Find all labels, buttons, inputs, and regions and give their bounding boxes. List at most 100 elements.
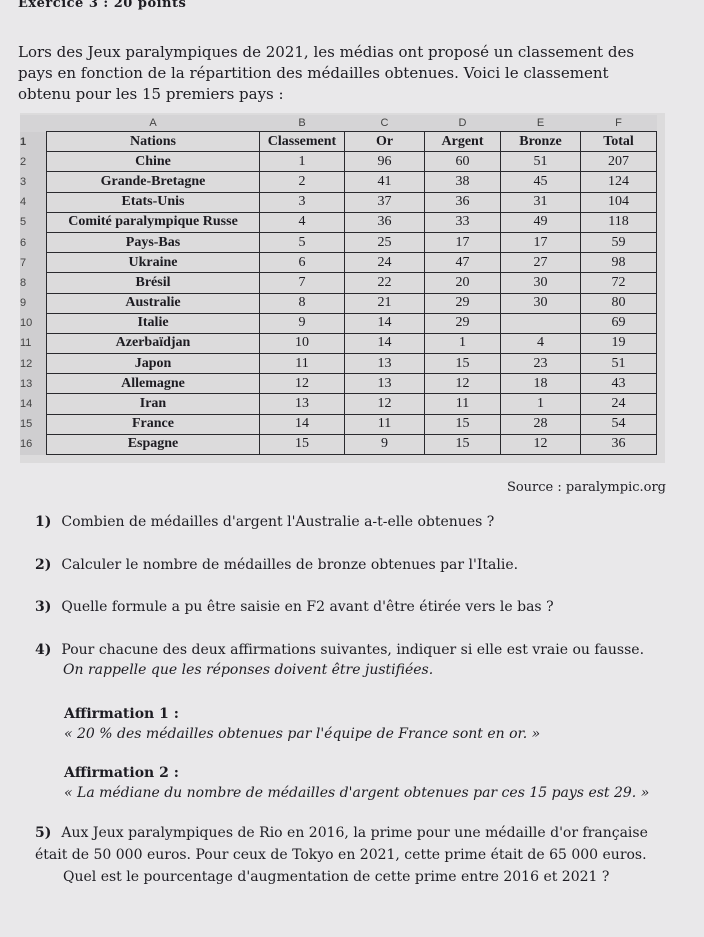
table-cell[interactable]: 51	[580, 353, 657, 375]
table-cell[interactable]: 25	[344, 231, 425, 254]
column-letter[interactable]: C	[344, 115, 425, 132]
table-cell[interactable]: 3	[259, 191, 345, 213]
row-number[interactable]: 16	[20, 434, 47, 455]
row-number[interactable]: 15	[20, 414, 47, 435]
table-cell[interactable]: 7	[259, 272, 345, 294]
header-cell[interactable]: Total	[580, 130, 657, 153]
table-cell[interactable]: 36	[344, 211, 425, 233]
table-cell[interactable]: 13	[259, 393, 345, 415]
table-cell[interactable]: 14	[344, 312, 425, 334]
table-cell[interactable]: 1	[500, 393, 581, 415]
table-cell[interactable]: 2	[259, 171, 345, 193]
header-cell[interactable]: Argent	[424, 130, 501, 153]
table-cell[interactable]: 12	[500, 433, 581, 456]
row-number[interactable]: 7	[20, 252, 47, 273]
table-cell[interactable]: 13	[344, 353, 425, 375]
table-cell[interactable]: 12	[344, 393, 425, 415]
table-cell[interactable]: 41	[344, 171, 425, 193]
table-cell[interactable]: 23	[500, 353, 581, 375]
row-number[interactable]: 4	[20, 192, 47, 213]
header-cell[interactable]: Nations	[46, 130, 260, 153]
table-cell[interactable]: 9	[344, 433, 425, 456]
table-cell[interactable]: Italie	[46, 312, 260, 334]
table-cell[interactable]: 9	[259, 312, 345, 334]
table-cell[interactable]: Japon	[46, 353, 260, 375]
row-number[interactable]: 13	[20, 373, 47, 394]
row-number[interactable]: 1	[20, 131, 47, 152]
table-cell[interactable]: 54	[580, 413, 657, 435]
table-cell[interactable]: 30	[500, 292, 581, 314]
table-cell[interactable]: 72	[580, 272, 657, 294]
table-cell[interactable]: France	[46, 413, 260, 435]
table-cell[interactable]: 14	[344, 332, 425, 355]
table-cell[interactable]: Pays-Bas	[46, 231, 260, 254]
table-cell[interactable]: 38	[424, 171, 501, 193]
table-cell[interactable]: 47	[424, 252, 501, 274]
row-number[interactable]: 12	[20, 353, 47, 374]
table-cell[interactable]: 59	[580, 231, 657, 254]
table-cell[interactable]: 27	[500, 252, 581, 274]
table-cell[interactable]: 49	[500, 211, 581, 233]
table-cell[interactable]: 29	[424, 292, 501, 314]
table-cell[interactable]: 15	[259, 433, 345, 456]
table-cell[interactable]: 43	[580, 373, 657, 395]
header-cell[interactable]: Classement	[259, 130, 345, 153]
row-number[interactable]: 2	[20, 151, 47, 172]
table-cell[interactable]: 1	[259, 151, 345, 173]
table-cell[interactable]: 124	[580, 171, 657, 193]
table-cell[interactable]: 30	[500, 272, 581, 294]
table-cell[interactable]: 11	[424, 393, 501, 415]
table-cell[interactable]: 15	[424, 413, 501, 435]
row-number[interactable]: 10	[20, 313, 47, 334]
row-number[interactable]: 3	[20, 171, 47, 193]
table-cell[interactable]: 24	[580, 393, 657, 415]
row-number[interactable]: 6	[20, 232, 47, 253]
column-letter[interactable]: D	[424, 115, 501, 132]
table-cell[interactable]: Allemagne	[46, 373, 260, 395]
table-cell[interactable]: Brésil	[46, 272, 260, 294]
table-cell[interactable]: 15	[424, 433, 501, 456]
row-number[interactable]: 9	[20, 293, 47, 314]
table-cell[interactable]: 21	[344, 292, 425, 314]
table-cell[interactable]: 69	[580, 312, 657, 334]
table-cell[interactable]: 15	[424, 353, 501, 375]
column-letter[interactable]: B	[259, 115, 345, 132]
table-cell[interactable]: Azerbaïdjan	[46, 332, 260, 355]
table-cell[interactable]: 20	[424, 272, 501, 294]
table-cell[interactable]: Chine	[46, 151, 260, 173]
header-cell[interactable]: Bronze	[500, 130, 581, 153]
table-cell[interactable]: 45	[500, 171, 581, 193]
table-cell[interactable]: 96	[344, 151, 425, 173]
table-cell[interactable]: 36	[580, 433, 657, 456]
table-cell[interactable]: Grande-Bretagne	[46, 171, 260, 193]
table-cell[interactable]: 17	[424, 231, 501, 254]
row-number[interactable]: 8	[20, 272, 47, 293]
table-cell[interactable]: 10	[259, 332, 345, 355]
table-cell[interactable]: 17	[500, 231, 581, 254]
table-cell[interactable]: 12	[424, 373, 501, 395]
table-cell[interactable]: 104	[580, 191, 657, 213]
table-cell[interactable]: 11	[259, 353, 345, 375]
table-cell[interactable]: 80	[580, 292, 657, 314]
table-cell[interactable]: 4	[259, 211, 345, 233]
table-cell[interactable]: 14	[259, 413, 345, 435]
table-cell[interactable]: 31	[500, 191, 581, 213]
table-cell[interactable]: 22	[344, 272, 425, 294]
table-cell[interactable]: 51	[500, 151, 581, 173]
row-number[interactable]: 5	[20, 212, 47, 233]
table-cell[interactable]: 5	[259, 231, 345, 254]
table-cell[interactable]: 36	[424, 191, 501, 213]
table-cell[interactable]: Etats-Unis	[46, 191, 260, 213]
table-cell[interactable]: 29	[424, 312, 501, 334]
table-cell[interactable]: 13	[344, 373, 425, 395]
column-letter[interactable]: E	[500, 115, 581, 132]
row-number[interactable]: 14	[20, 393, 47, 415]
table-cell[interactable]: 207	[580, 151, 657, 173]
table-cell[interactable]: 28	[500, 413, 581, 435]
table-cell[interactable]: 118	[580, 211, 657, 233]
table-cell[interactable]: 98	[580, 252, 657, 274]
table-cell[interactable]: 18	[500, 373, 581, 395]
table-cell[interactable]: Espagne	[46, 433, 260, 456]
table-cell[interactable]: 4	[500, 332, 581, 355]
column-letter[interactable]: F	[580, 115, 657, 132]
